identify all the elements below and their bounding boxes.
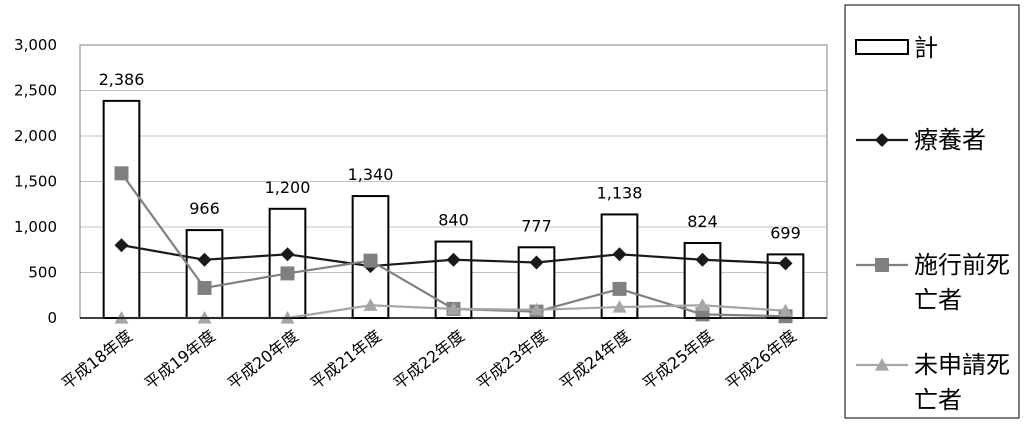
square-marker xyxy=(197,280,212,295)
x-tick-label: 平成21年度 xyxy=(307,326,385,393)
legend-item: 計 xyxy=(855,34,938,62)
diamond-marker xyxy=(695,252,710,267)
square-marker xyxy=(875,258,889,272)
triangle-marker xyxy=(875,358,889,371)
diamond-marker xyxy=(529,255,544,270)
legend-bar-swatch xyxy=(855,39,909,55)
square-marker xyxy=(612,281,627,296)
triangle-marker xyxy=(612,300,627,313)
x-tick-label: 平成18年度 xyxy=(58,326,136,393)
y-tick-label: 3,000 xyxy=(14,36,57,54)
x-tick-label: 平成20年度 xyxy=(224,326,302,393)
bar-value-label: 1,340 xyxy=(348,165,394,184)
diamond-marker xyxy=(280,247,295,262)
bar-value-label: 777 xyxy=(521,216,552,235)
x-tick-label: 平成24年度 xyxy=(556,326,634,393)
bar-value-label: 1,138 xyxy=(597,183,643,202)
legend-item: 療養者 xyxy=(856,126,986,154)
y-tick-label: 1,000 xyxy=(14,218,57,236)
legend-label: 計 xyxy=(914,34,938,62)
triangle-marker xyxy=(529,302,544,316)
diamond-marker xyxy=(114,238,129,253)
bar xyxy=(102,99,141,320)
y-tick-label: 1,500 xyxy=(14,173,57,191)
triangle-marker xyxy=(778,303,793,317)
triangle-marker xyxy=(446,301,461,315)
legend-label: 療養者 xyxy=(914,126,986,154)
y-tick-label: 2,000 xyxy=(14,127,57,145)
legend-label: 施行前死 xyxy=(914,251,1010,279)
x-tick-label: 平成19年度 xyxy=(141,326,219,393)
legend-label: 亡者 xyxy=(914,386,962,414)
y-tick-label: 500 xyxy=(28,264,57,282)
bar xyxy=(268,207,307,319)
data-labels: 2,386 966 1,200 1,340 840 777 1,138 824 699 xyxy=(99,70,801,243)
triangle-marker xyxy=(363,298,378,311)
diamond-marker xyxy=(446,252,461,267)
x-tick-label: 平成22年度 xyxy=(390,326,468,393)
diamond-marker xyxy=(875,133,889,147)
diamond-marker xyxy=(778,256,793,271)
x-tick-label: 平成23年度 xyxy=(473,326,551,393)
bar-value-label: 2,386 xyxy=(99,70,145,89)
square-marker xyxy=(114,166,129,181)
bar-value-label: 966 xyxy=(189,199,220,218)
y-tick-label: 0 xyxy=(47,309,57,327)
bar xyxy=(185,229,224,319)
bar-value-label: 1,200 xyxy=(265,178,311,197)
x-tick-label: 平成26年度 xyxy=(722,326,800,393)
triangle-marker xyxy=(695,298,710,311)
square-marker xyxy=(363,253,378,268)
square-marker xyxy=(280,266,295,281)
bar-value-label: 824 xyxy=(687,212,718,231)
diamond-marker xyxy=(197,252,212,267)
bar-value-label: 840 xyxy=(438,211,469,230)
y-tick-label: 2,500 xyxy=(14,82,57,100)
x-tick-label: 平成25年度 xyxy=(639,326,717,393)
diamond-marker xyxy=(612,247,627,262)
legend-box xyxy=(844,4,1020,419)
legend-label: 亡者 xyxy=(914,286,962,314)
legend-label: 未申請死 xyxy=(914,351,1010,379)
bar-value-label: 699 xyxy=(770,223,801,242)
